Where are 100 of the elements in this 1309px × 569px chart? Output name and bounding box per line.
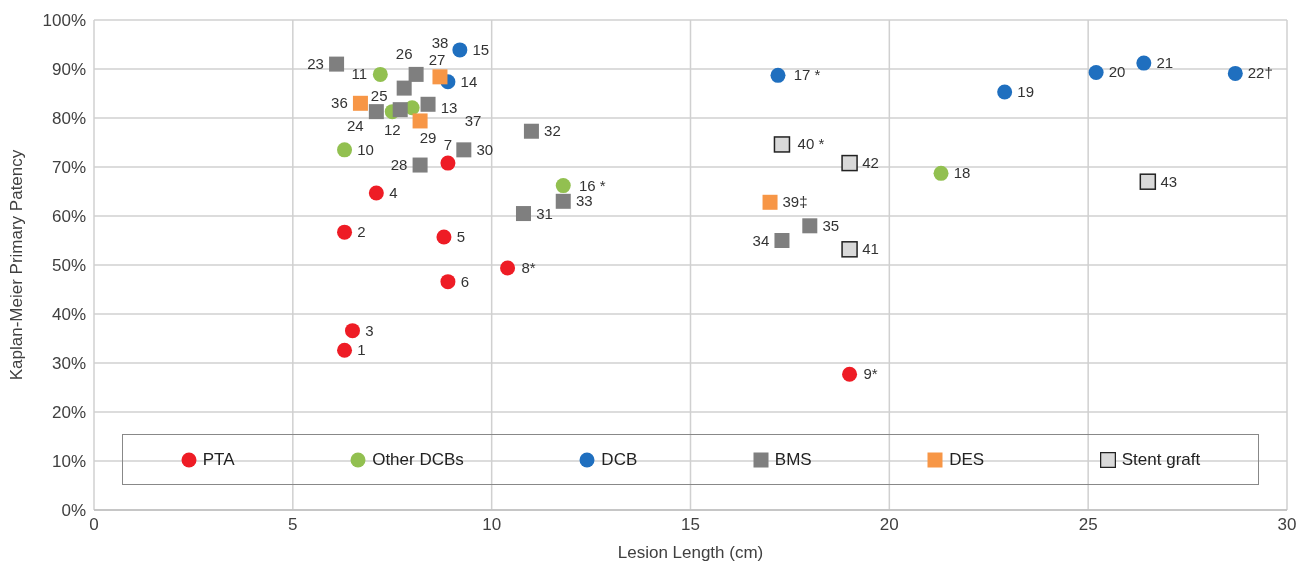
point	[523, 123, 539, 139]
annotation: 15	[472, 40, 490, 58]
annotation: 34	[752, 231, 770, 249]
annotation: 31	[536, 204, 553, 222]
x-tick-label: 5	[288, 515, 298, 535]
annotation: 20	[1108, 63, 1126, 81]
point	[440, 155, 456, 171]
point	[368, 104, 384, 120]
point	[500, 260, 516, 276]
annotation: 24	[347, 116, 364, 134]
point	[841, 241, 858, 258]
annotation: 5	[456, 228, 466, 246]
y-tick-label: 20%	[51, 403, 86, 423]
annotation: 36	[331, 94, 348, 112]
annotation: 28	[390, 156, 408, 174]
annotation: 17 *	[793, 66, 821, 84]
point	[440, 274, 456, 290]
annotation: 35	[822, 216, 840, 234]
annotation: 3	[365, 321, 374, 339]
annotation: 37	[464, 111, 482, 129]
annotation: 43	[1160, 172, 1178, 190]
point	[337, 142, 353, 158]
annotation: 22†	[1247, 64, 1273, 82]
point	[392, 102, 408, 118]
y-tick-label: 90%	[51, 60, 86, 80]
legend-label: Other DCBs	[372, 449, 464, 470]
annotation: 7	[443, 136, 453, 154]
point	[555, 178, 571, 194]
annotation: 18	[953, 164, 971, 182]
annotation: 21	[1156, 54, 1174, 72]
annotation: 19	[1017, 83, 1034, 101]
point	[344, 323, 360, 339]
y-tick-label: 0%	[61, 501, 86, 521]
point	[329, 56, 345, 72]
point	[515, 206, 531, 222]
annotation: 29	[419, 129, 437, 147]
x-tick-label: 0	[89, 515, 99, 535]
point	[396, 80, 412, 96]
point	[1088, 64, 1104, 80]
point	[774, 233, 790, 248]
x-tick-label: 15	[681, 515, 700, 535]
point	[337, 342, 353, 358]
annotation: 16 *	[578, 176, 606, 194]
point	[337, 224, 353, 240]
point	[452, 42, 468, 58]
annotation: 41	[862, 240, 879, 258]
point	[436, 229, 452, 245]
annotation: 8*	[521, 258, 536, 276]
point	[412, 157, 428, 173]
y-axis-title: Kaplan-Meier Primary Patency	[7, 149, 27, 381]
point	[456, 142, 472, 158]
point	[841, 154, 858, 172]
point	[432, 69, 448, 85]
annotation: 27	[428, 51, 446, 69]
annotation: 13	[440, 98, 458, 116]
point	[842, 366, 858, 382]
annotation: 6	[460, 272, 470, 290]
legend-label: DES	[949, 449, 985, 470]
annotation: 26	[395, 45, 413, 63]
point	[770, 67, 786, 83]
annotation: 2	[357, 223, 366, 241]
annotation: 40 *	[797, 135, 825, 153]
x-tick-label: 25	[1078, 515, 1098, 535]
annotation: 4	[389, 183, 398, 201]
point	[420, 96, 436, 112]
y-tick-label: 60%	[51, 207, 86, 227]
point	[997, 84, 1013, 100]
annotation: 14	[460, 72, 478, 90]
point	[408, 66, 424, 82]
annotation: 39‡	[782, 193, 808, 211]
x-axis-title: Lesion Length (cm)	[617, 543, 764, 562]
legend-label: DCB	[601, 449, 638, 470]
point	[352, 95, 368, 111]
point	[773, 136, 791, 153]
annotation: 30	[476, 140, 494, 158]
annotation: 23	[307, 55, 324, 73]
x-tick-label: 20	[879, 515, 899, 535]
annotation: 10	[357, 140, 374, 158]
point	[802, 218, 818, 234]
y-tick-label: 50%	[51, 256, 86, 276]
point	[1136, 55, 1152, 71]
annotation: 42	[862, 154, 879, 172]
y-tick-label: 80%	[51, 109, 86, 129]
point	[762, 194, 778, 210]
point	[372, 66, 388, 82]
legend-label: BMS	[774, 449, 812, 470]
annotation: 11	[351, 65, 368, 83]
point	[1139, 173, 1157, 190]
point	[933, 165, 949, 181]
x-tick-label: 10	[482, 515, 502, 535]
point	[368, 185, 384, 201]
annotation: 25	[370, 86, 388, 104]
point	[412, 113, 428, 129]
legend-label: PTA	[202, 449, 235, 470]
annotation: 12	[383, 120, 401, 138]
legend-label: Stent graft	[1121, 449, 1201, 470]
annotation: 1	[357, 341, 366, 359]
annotation: 38	[431, 33, 449, 51]
point	[1227, 65, 1243, 81]
y-tick-label: 30%	[51, 354, 86, 374]
